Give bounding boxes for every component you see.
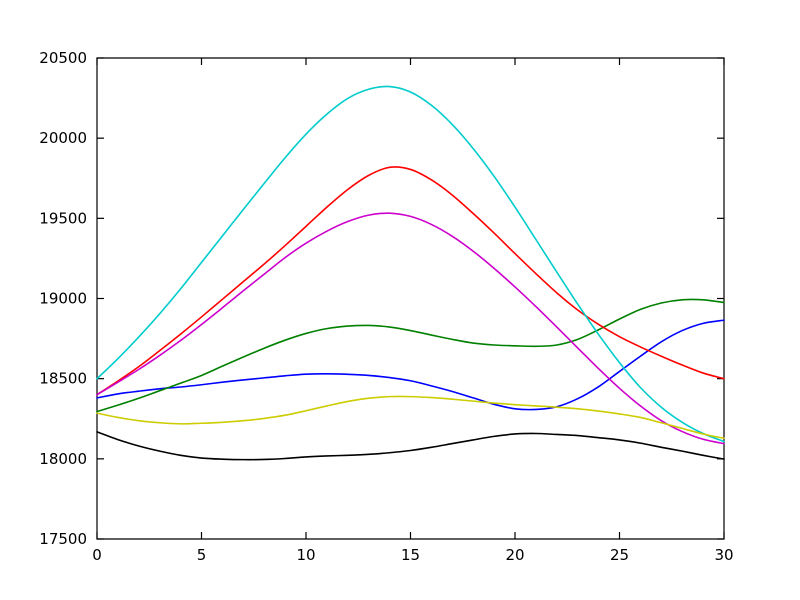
x-tick-labels: 0 5 10 15 20 25 30 <box>92 546 733 564</box>
x-tick-label: 30 <box>714 546 733 564</box>
x-tick-label: 5 <box>197 546 207 564</box>
series-blue <box>96 319 725 411</box>
y-tick-label: 19500 <box>39 209 87 227</box>
tick-marks <box>96 57 725 540</box>
x-tick-label: 10 <box>296 546 315 564</box>
axes <box>96 57 725 540</box>
y-tick-label: 20500 <box>39 49 87 67</box>
axes-frame <box>96 57 725 540</box>
series-magenta <box>96 212 725 445</box>
data-series-group <box>96 85 725 461</box>
x-tick-label: 15 <box>401 546 420 564</box>
series-yellow <box>96 395 725 440</box>
series-red <box>96 166 725 396</box>
y-tick-label: 19000 <box>39 290 87 308</box>
x-tick-label: 0 <box>92 546 102 564</box>
y-tick-label: 17500 <box>39 530 87 548</box>
y-tick-label: 18500 <box>39 370 87 388</box>
series-green <box>96 298 725 413</box>
x-tick-label: 20 <box>505 546 524 564</box>
y-tick-label: 20000 <box>39 129 87 147</box>
series-black <box>96 431 725 461</box>
x-tick-label: 25 <box>610 546 629 564</box>
y-tick-label: 18000 <box>39 450 87 468</box>
series-cyan <box>96 85 725 443</box>
y-tick-labels: 17500 18000 18500 19000 19500 20000 20500 <box>39 49 87 548</box>
